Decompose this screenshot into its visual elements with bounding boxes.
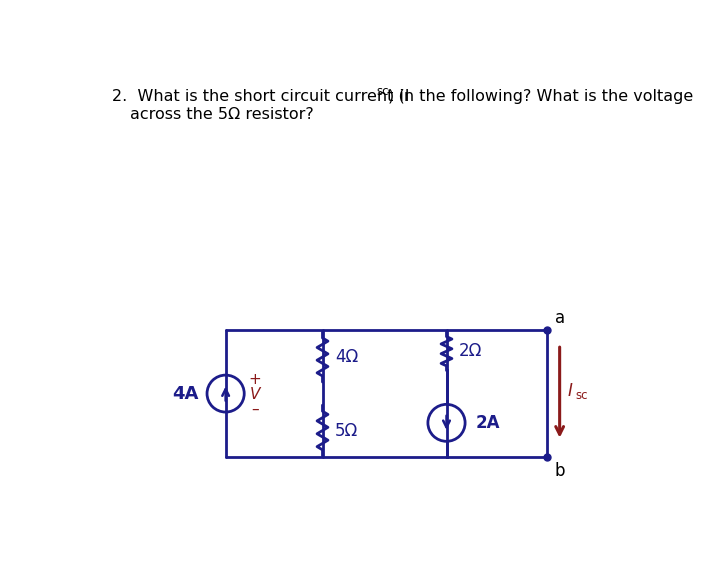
Text: 2Ω: 2Ω: [459, 342, 482, 360]
Text: b: b: [555, 462, 565, 480]
Text: sc: sc: [575, 389, 588, 402]
Text: 2A: 2A: [476, 414, 500, 432]
Text: +: +: [248, 372, 261, 387]
Text: V: V: [250, 387, 260, 402]
Text: 4A: 4A: [172, 384, 199, 403]
Text: a: a: [555, 309, 565, 327]
Text: –: –: [251, 402, 259, 416]
Text: ) in the following? What is the voltage: ) in the following? What is the voltage: [387, 89, 693, 104]
Text: 4Ω: 4Ω: [335, 348, 358, 366]
Text: sc: sc: [377, 85, 390, 98]
Text: 5Ω: 5Ω: [335, 422, 358, 439]
Text: I: I: [567, 382, 572, 400]
Text: 2.  What is the short circuit current (I: 2. What is the short circuit current (I: [112, 89, 409, 104]
Text: across the 5Ω resistor?: across the 5Ω resistor?: [130, 107, 314, 122]
